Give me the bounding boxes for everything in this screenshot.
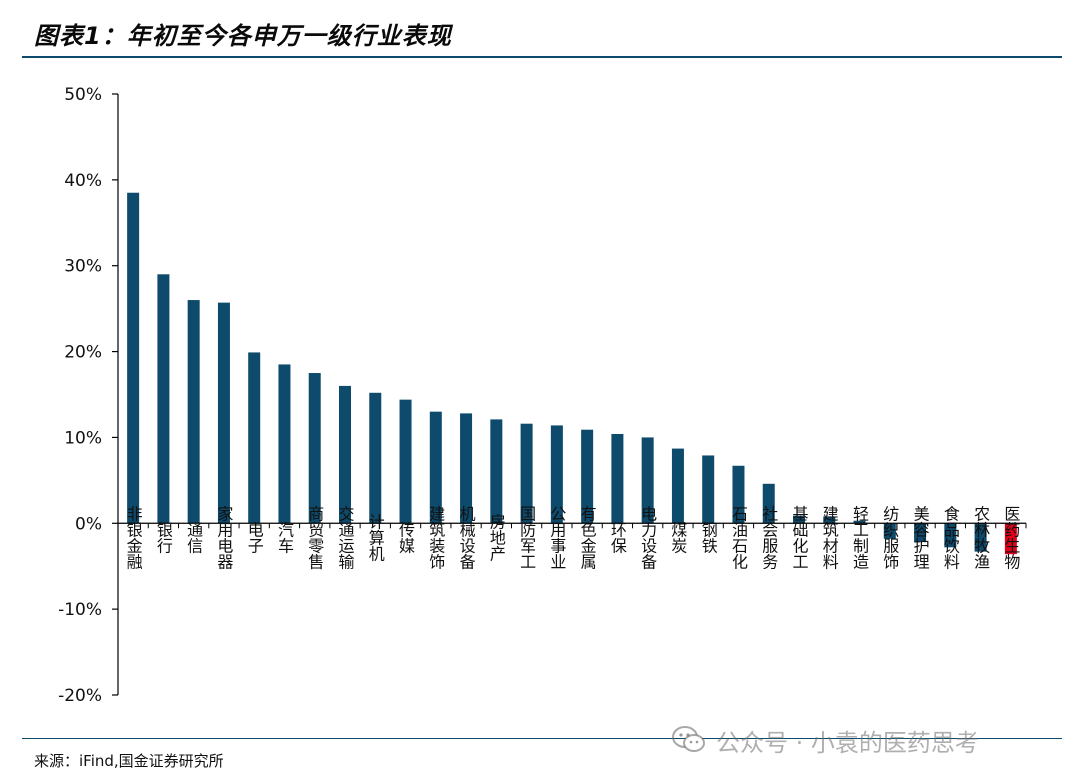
- category-label: 传媒: [396, 521, 415, 553]
- category-label: 商贸零售: [305, 505, 324, 569]
- category-label: 环保: [608, 521, 627, 553]
- category-label: 通信: [184, 521, 203, 553]
- category-label: 国防军工: [517, 505, 536, 569]
- y-tick-label: -20%: [58, 686, 102, 706]
- bars: [127, 192, 1017, 555]
- bar: [369, 392, 382, 524]
- watermark: 公众号 · 小袁的医药思考: [672, 722, 979, 758]
- bar: [732, 465, 745, 524]
- category-label: 食品饮料: [941, 505, 960, 569]
- x-axis: [118, 522, 1027, 529]
- category-label: 汽车: [275, 521, 294, 553]
- category-label: 交通运输: [336, 505, 355, 569]
- category-label: 社会服务: [759, 505, 778, 570]
- bar: [914, 523, 927, 543]
- bar: [702, 455, 715, 524]
- bar: [399, 399, 412, 524]
- chart-title: 图表1：年初至今各申万一级行业表现: [34, 22, 452, 50]
- category-label: 美容护理: [911, 505, 930, 569]
- category-label: 钢铁: [699, 521, 718, 553]
- bar: [581, 429, 594, 524]
- category-label: 建筑装饰: [426, 505, 445, 569]
- bar: [762, 483, 775, 524]
- bar: [611, 433, 624, 524]
- category-label: 公用事业: [547, 505, 566, 569]
- category-label: 轻工制造: [850, 505, 869, 569]
- source-rule: [22, 738, 1062, 739]
- category-label: 计算机: [366, 513, 385, 562]
- bar: [248, 352, 261, 524]
- watermark-text: 公众号 · 小袁的医药思考: [716, 728, 979, 757]
- category-label: 基础化工: [790, 505, 809, 569]
- category-label: 房地产: [487, 513, 506, 561]
- wechat-icon: [672, 726, 705, 752]
- bar: [671, 448, 684, 524]
- category-label: 纺织服饰: [880, 505, 899, 569]
- bar: [490, 419, 503, 524]
- category-label: 电力设备: [638, 505, 657, 569]
- category-label: 家用电器: [214, 505, 233, 569]
- category-label: 煤炭: [668, 521, 687, 553]
- category-label: 石油石化: [729, 505, 748, 569]
- bar: [823, 516, 836, 524]
- bar: [641, 437, 654, 524]
- category-label: 有色金属: [578, 505, 597, 569]
- bar: [187, 300, 200, 524]
- bar: [944, 523, 957, 548]
- y-tick-label: 50%: [64, 85, 102, 105]
- y-tick-label: 30%: [64, 257, 102, 277]
- category-label: 医药生物: [1001, 505, 1020, 570]
- category-label: 银行: [154, 521, 173, 554]
- bar: [217, 302, 230, 524]
- source-note: 来源：iFind,国金证券研究所: [34, 752, 224, 770]
- y-tick-label: 0%: [75, 514, 102, 534]
- category-label: 农林牧渔: [971, 505, 990, 569]
- bar: [278, 364, 291, 524]
- y-tick-label: -10%: [58, 600, 102, 620]
- y-tick-label: 10%: [64, 428, 102, 448]
- bar: [429, 411, 442, 524]
- bar: [127, 192, 140, 524]
- bar: [793, 515, 805, 524]
- bar: [520, 423, 533, 524]
- category-labels: 非银金融 银行 通信 家用电器 电子 汽车 商贸零售 交通运输 计算机 传媒 建筑装饰 机械设备 房地产…: [124, 505, 1021, 570]
- category-label: 非银金融: [124, 505, 143, 570]
- bar: [974, 523, 987, 552]
- title-rule: [22, 56, 1062, 58]
- bar: [339, 385, 351, 524]
- y-axis: 50% 40% 30% 20% 10% 0% -10% -20%: [58, 85, 119, 706]
- category-label: 机械设备: [457, 505, 476, 569]
- category-label: 电子: [245, 521, 264, 553]
- bar: [1004, 523, 1017, 555]
- y-tick-label: 20%: [64, 343, 102, 363]
- bar: [853, 520, 866, 524]
- y-tick-label: 40%: [64, 171, 102, 191]
- bar: [308, 373, 321, 524]
- bar: [157, 274, 170, 524]
- category-label: 建筑材料: [820, 505, 839, 569]
- bar: [883, 523, 896, 539]
- bar: [460, 413, 473, 524]
- bar: [550, 425, 563, 524]
